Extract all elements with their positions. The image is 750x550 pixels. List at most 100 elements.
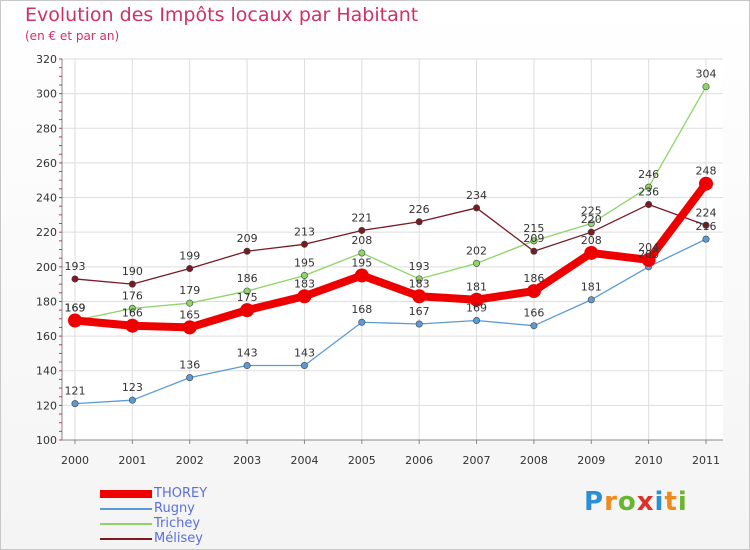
data-point — [68, 313, 82, 328]
data-point — [530, 322, 538, 330]
data-point — [415, 275, 423, 283]
x-tick-label: 2006 — [405, 454, 433, 467]
data-label: 183 — [294, 277, 315, 290]
data-label: 176 — [122, 289, 143, 302]
y-tick-label: 300 — [36, 88, 57, 101]
data-label: 123 — [122, 381, 143, 394]
data-point — [473, 259, 481, 267]
x-tick-label: 2005 — [348, 454, 376, 467]
data-label: 193 — [409, 260, 430, 273]
data-label: 213 — [294, 225, 315, 238]
data-label: 195 — [351, 256, 372, 269]
data-point — [186, 299, 194, 307]
legend-item-melisey: Mélisey — [100, 531, 207, 546]
legend-label-thorey: THOREY — [154, 486, 208, 501]
data-label: 136 — [179, 359, 200, 372]
legend-label-rugny: Rugny — [154, 501, 195, 516]
data-label: 179 — [179, 284, 200, 297]
data-label: 195 — [294, 256, 315, 269]
data-point — [71, 275, 79, 283]
data-point — [645, 183, 653, 191]
data-label: 220 — [581, 213, 602, 226]
y-tick-label: 220 — [36, 226, 57, 239]
data-label: 143 — [294, 347, 315, 360]
legend-swatch-trichey — [100, 522, 152, 525]
logo-letter: i — [677, 487, 688, 517]
data-point — [702, 83, 710, 91]
data-label: 183 — [409, 277, 430, 290]
y-tick-label: 260 — [36, 157, 57, 170]
data-label: 167 — [409, 305, 430, 318]
data-point — [587, 220, 595, 228]
data-point — [415, 320, 423, 328]
data-point — [186, 374, 194, 382]
data-label: 226 — [409, 203, 430, 216]
data-point — [358, 226, 366, 234]
y-tick-label: 140 — [36, 365, 57, 378]
data-label: 186 — [523, 272, 544, 285]
proxiti-logo: Proxiti — [584, 487, 688, 517]
y-tick-label: 180 — [36, 295, 57, 308]
y-tick-label: 200 — [36, 261, 57, 274]
data-point — [473, 204, 481, 212]
data-label: 181 — [466, 281, 487, 294]
x-tick-label: 2010 — [635, 454, 663, 467]
legend-item-trichey: Trichey — [100, 516, 207, 531]
data-point — [587, 296, 595, 304]
x-tick-label: 2009 — [577, 454, 605, 467]
data-label: 166 — [122, 307, 143, 320]
logo-letter: x — [636, 487, 655, 517]
data-label: 169 — [65, 302, 86, 315]
data-point — [587, 228, 595, 236]
data-label: 216 — [696, 220, 717, 233]
data-point — [358, 249, 366, 257]
data-point — [243, 287, 251, 295]
x-tick-label: 2007 — [463, 454, 491, 467]
data-label: 181 — [581, 281, 602, 294]
data-label: 225 — [581, 205, 602, 218]
series-line-mlisey — [74, 203, 707, 285]
data-label: 204 — [638, 241, 659, 254]
data-point — [240, 303, 255, 318]
data-point — [702, 235, 710, 243]
x-tick-label: 2001 — [118, 454, 146, 467]
legend-label-trichey: Trichey — [154, 516, 201, 531]
series-line-thorey — [74, 181, 710, 332]
data-point — [469, 292, 484, 307]
data-point — [358, 318, 366, 326]
data-point — [186, 265, 194, 273]
data-label: 248 — [696, 165, 717, 178]
data-label: 224 — [696, 206, 717, 219]
x-tick-label: 2003 — [233, 454, 261, 467]
data-point — [300, 240, 308, 248]
data-point — [702, 221, 710, 229]
data-label: 208 — [581, 234, 602, 247]
legend-item-rugny: Rugny — [100, 501, 207, 516]
logo-letter: P — [584, 487, 605, 517]
data-label: 209 — [237, 232, 258, 245]
legend-swatch-melisey — [100, 537, 152, 540]
data-point — [530, 247, 538, 255]
data-label: 209 — [523, 232, 544, 245]
y-tick-label: 280 — [36, 122, 57, 135]
y-tick-label: 320 — [36, 53, 57, 66]
data-point — [297, 289, 312, 304]
x-tick-label: 2008 — [520, 454, 548, 467]
data-point — [128, 280, 136, 288]
data-point — [128, 396, 136, 404]
data-label: 304 — [696, 68, 717, 81]
data-label: 236 — [638, 185, 659, 198]
logo-letter: t — [664, 487, 678, 517]
y-tick-label: 240 — [36, 192, 57, 205]
data-point — [584, 245, 599, 260]
logo-letter: o — [617, 487, 637, 517]
data-label: 166 — [523, 307, 544, 320]
chart-title: Evolution des Impôts locaux par Habitant — [25, 4, 419, 26]
data-point — [182, 320, 197, 335]
x-tick-label: 2004 — [290, 454, 318, 467]
data-point — [530, 237, 538, 245]
data-point — [71, 400, 79, 408]
plot-area — [62, 59, 723, 440]
y-tick-label: 120 — [36, 399, 57, 412]
